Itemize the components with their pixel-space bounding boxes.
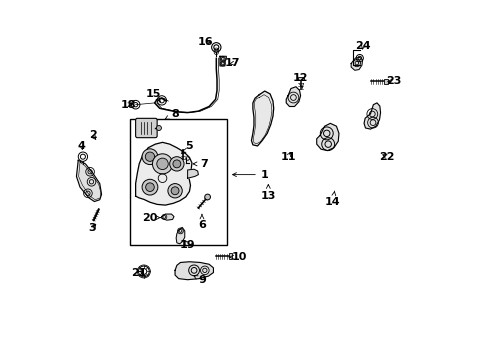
- Circle shape: [156, 126, 161, 131]
- Bar: [130, 119, 227, 244]
- Text: 21: 21: [131, 268, 147, 278]
- Bar: [298, 77, 304, 80]
- Circle shape: [146, 152, 155, 161]
- Bar: [229, 253, 232, 259]
- Polygon shape: [220, 56, 226, 66]
- Circle shape: [205, 194, 211, 200]
- Text: 15: 15: [146, 89, 161, 102]
- Text: 4: 4: [78, 141, 86, 151]
- Text: 5: 5: [182, 141, 193, 153]
- FancyBboxPatch shape: [136, 118, 157, 138]
- Text: 3: 3: [89, 224, 97, 233]
- Circle shape: [168, 184, 182, 198]
- Text: 12: 12: [293, 73, 308, 88]
- Polygon shape: [76, 160, 101, 202]
- Polygon shape: [251, 91, 274, 146]
- Text: 10: 10: [229, 252, 247, 262]
- Text: 2: 2: [89, 130, 97, 140]
- Text: 6: 6: [198, 214, 206, 230]
- Circle shape: [170, 157, 184, 171]
- Text: 14: 14: [325, 191, 341, 207]
- Circle shape: [142, 149, 158, 165]
- Text: 13: 13: [261, 185, 276, 201]
- Polygon shape: [351, 57, 363, 70]
- Text: 11: 11: [280, 152, 296, 162]
- Bar: [384, 78, 388, 84]
- Polygon shape: [175, 262, 214, 280]
- Circle shape: [142, 179, 158, 195]
- Text: 17: 17: [225, 58, 240, 68]
- Text: 1: 1: [233, 170, 269, 180]
- Text: 16: 16: [198, 37, 213, 47]
- Polygon shape: [286, 87, 300, 107]
- Text: 7: 7: [193, 159, 208, 169]
- Polygon shape: [364, 103, 381, 129]
- Text: 20: 20: [142, 213, 160, 222]
- Circle shape: [152, 154, 172, 174]
- Circle shape: [171, 187, 179, 195]
- Polygon shape: [188, 169, 198, 178]
- Text: 9: 9: [194, 275, 206, 285]
- Polygon shape: [176, 227, 185, 244]
- Circle shape: [173, 160, 181, 168]
- Polygon shape: [136, 142, 192, 205]
- Polygon shape: [162, 214, 174, 220]
- Text: 18: 18: [121, 100, 136, 110]
- Polygon shape: [317, 123, 339, 150]
- Circle shape: [157, 158, 168, 170]
- Text: 24: 24: [356, 41, 371, 50]
- Text: 19: 19: [180, 239, 196, 249]
- Text: 23: 23: [386, 76, 401, 86]
- Text: 8: 8: [165, 109, 179, 119]
- Text: 22: 22: [379, 152, 394, 162]
- Circle shape: [146, 183, 154, 192]
